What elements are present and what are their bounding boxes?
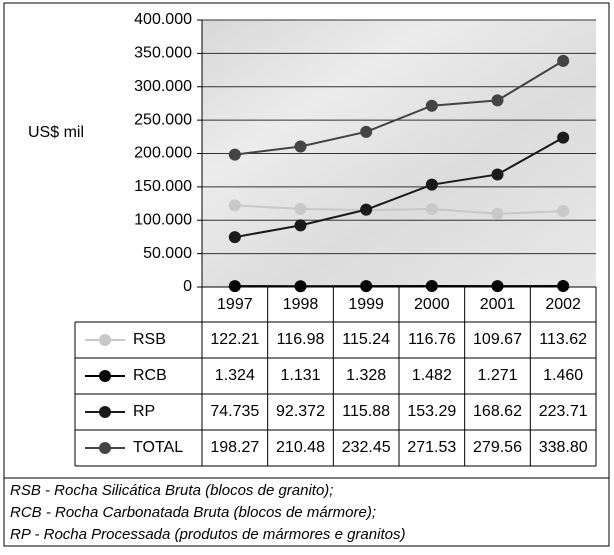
legend-marker — [99, 334, 111, 346]
table-cell: 92.372 — [276, 403, 325, 420]
x-tick-label: 2000 — [414, 296, 450, 313]
table-cell: 1.324 — [215, 367, 255, 384]
y-tick-label: 200.000 — [134, 145, 192, 162]
legend-label: TOTAL — [133, 439, 183, 456]
point — [229, 199, 241, 211]
table-cell: 338.80 — [539, 439, 588, 456]
table-cell: 116.98 — [277, 331, 325, 348]
y-tick-label: 400.000 — [134, 11, 192, 28]
table-cell: 198.27 — [210, 439, 259, 456]
table-cell: 232.45 — [342, 439, 391, 456]
y-tick-label: 50.000 — [143, 245, 192, 262]
point — [492, 208, 504, 220]
point — [426, 203, 438, 215]
x-tick-label: 1998 — [283, 296, 319, 313]
point — [557, 205, 569, 217]
y-tick-label: 100.000 — [134, 211, 192, 228]
table-cell: 115.88 — [342, 403, 390, 420]
y-tick-label: 250.000 — [134, 111, 192, 128]
y-axis-label: US$ mil — [28, 124, 84, 141]
table-cell: 153.29 — [407, 403, 456, 420]
point — [295, 219, 307, 231]
legend-label: RCB — [133, 367, 167, 384]
point — [295, 203, 307, 215]
point — [229, 231, 241, 243]
table-cell: 210.48 — [276, 439, 325, 456]
table-cell: 1.460 — [543, 367, 583, 384]
table-cell: 115.24 — [342, 331, 390, 348]
table-cell: 113.62 — [539, 331, 587, 348]
legend-marker — [99, 442, 111, 454]
point — [426, 179, 438, 191]
table-cell: 223.71 — [539, 403, 588, 420]
table-cell: 279.56 — [473, 439, 522, 456]
point — [492, 168, 504, 180]
point — [229, 280, 241, 292]
table-cell: 1.131 — [280, 367, 320, 384]
x-tick-label: 1999 — [348, 296, 384, 313]
legend-marker — [99, 370, 111, 382]
legend-label: RSB — [133, 331, 166, 348]
table-cell: 168.62 — [473, 403, 522, 420]
point — [557, 280, 569, 292]
x-tick-label: 2001 — [480, 296, 516, 313]
table-cell: 109.67 — [473, 331, 522, 348]
legend-marker — [99, 406, 111, 418]
point — [557, 132, 569, 144]
table-cell: 1.328 — [346, 367, 386, 384]
point — [360, 126, 372, 138]
point — [492, 94, 504, 106]
table-cell: 1.482 — [412, 367, 452, 384]
point — [295, 141, 307, 153]
x-tick-label: 2002 — [545, 296, 581, 313]
y-tick-label: 150.000 — [134, 178, 192, 195]
table-cell: 122.21 — [210, 331, 259, 348]
legend-label: RP — [133, 403, 155, 420]
footnote: RSB - Rocha Silicática Bruta (blocos de … — [10, 482, 333, 499]
point — [360, 280, 372, 292]
y-tick-label: 0 — [183, 278, 192, 295]
point — [557, 55, 569, 67]
point — [426, 100, 438, 112]
point — [426, 280, 438, 292]
table-cell: 271.53 — [407, 439, 456, 456]
table-cell: 74.735 — [210, 403, 259, 420]
point — [229, 149, 241, 161]
point — [360, 204, 372, 216]
y-tick-label: 300.000 — [134, 78, 192, 95]
point — [492, 280, 504, 292]
footnote: RP - Rocha Processada (produtos de mármo… — [10, 526, 405, 543]
point — [295, 280, 307, 292]
table-cell: 1.271 — [477, 367, 517, 384]
table-cell: 116.76 — [408, 331, 456, 348]
y-tick-label: 350.000 — [134, 45, 192, 62]
x-tick-label: 1997 — [217, 296, 253, 313]
footnote: RCB - Rocha Carbonatada Bruta (blocos de… — [10, 504, 376, 521]
